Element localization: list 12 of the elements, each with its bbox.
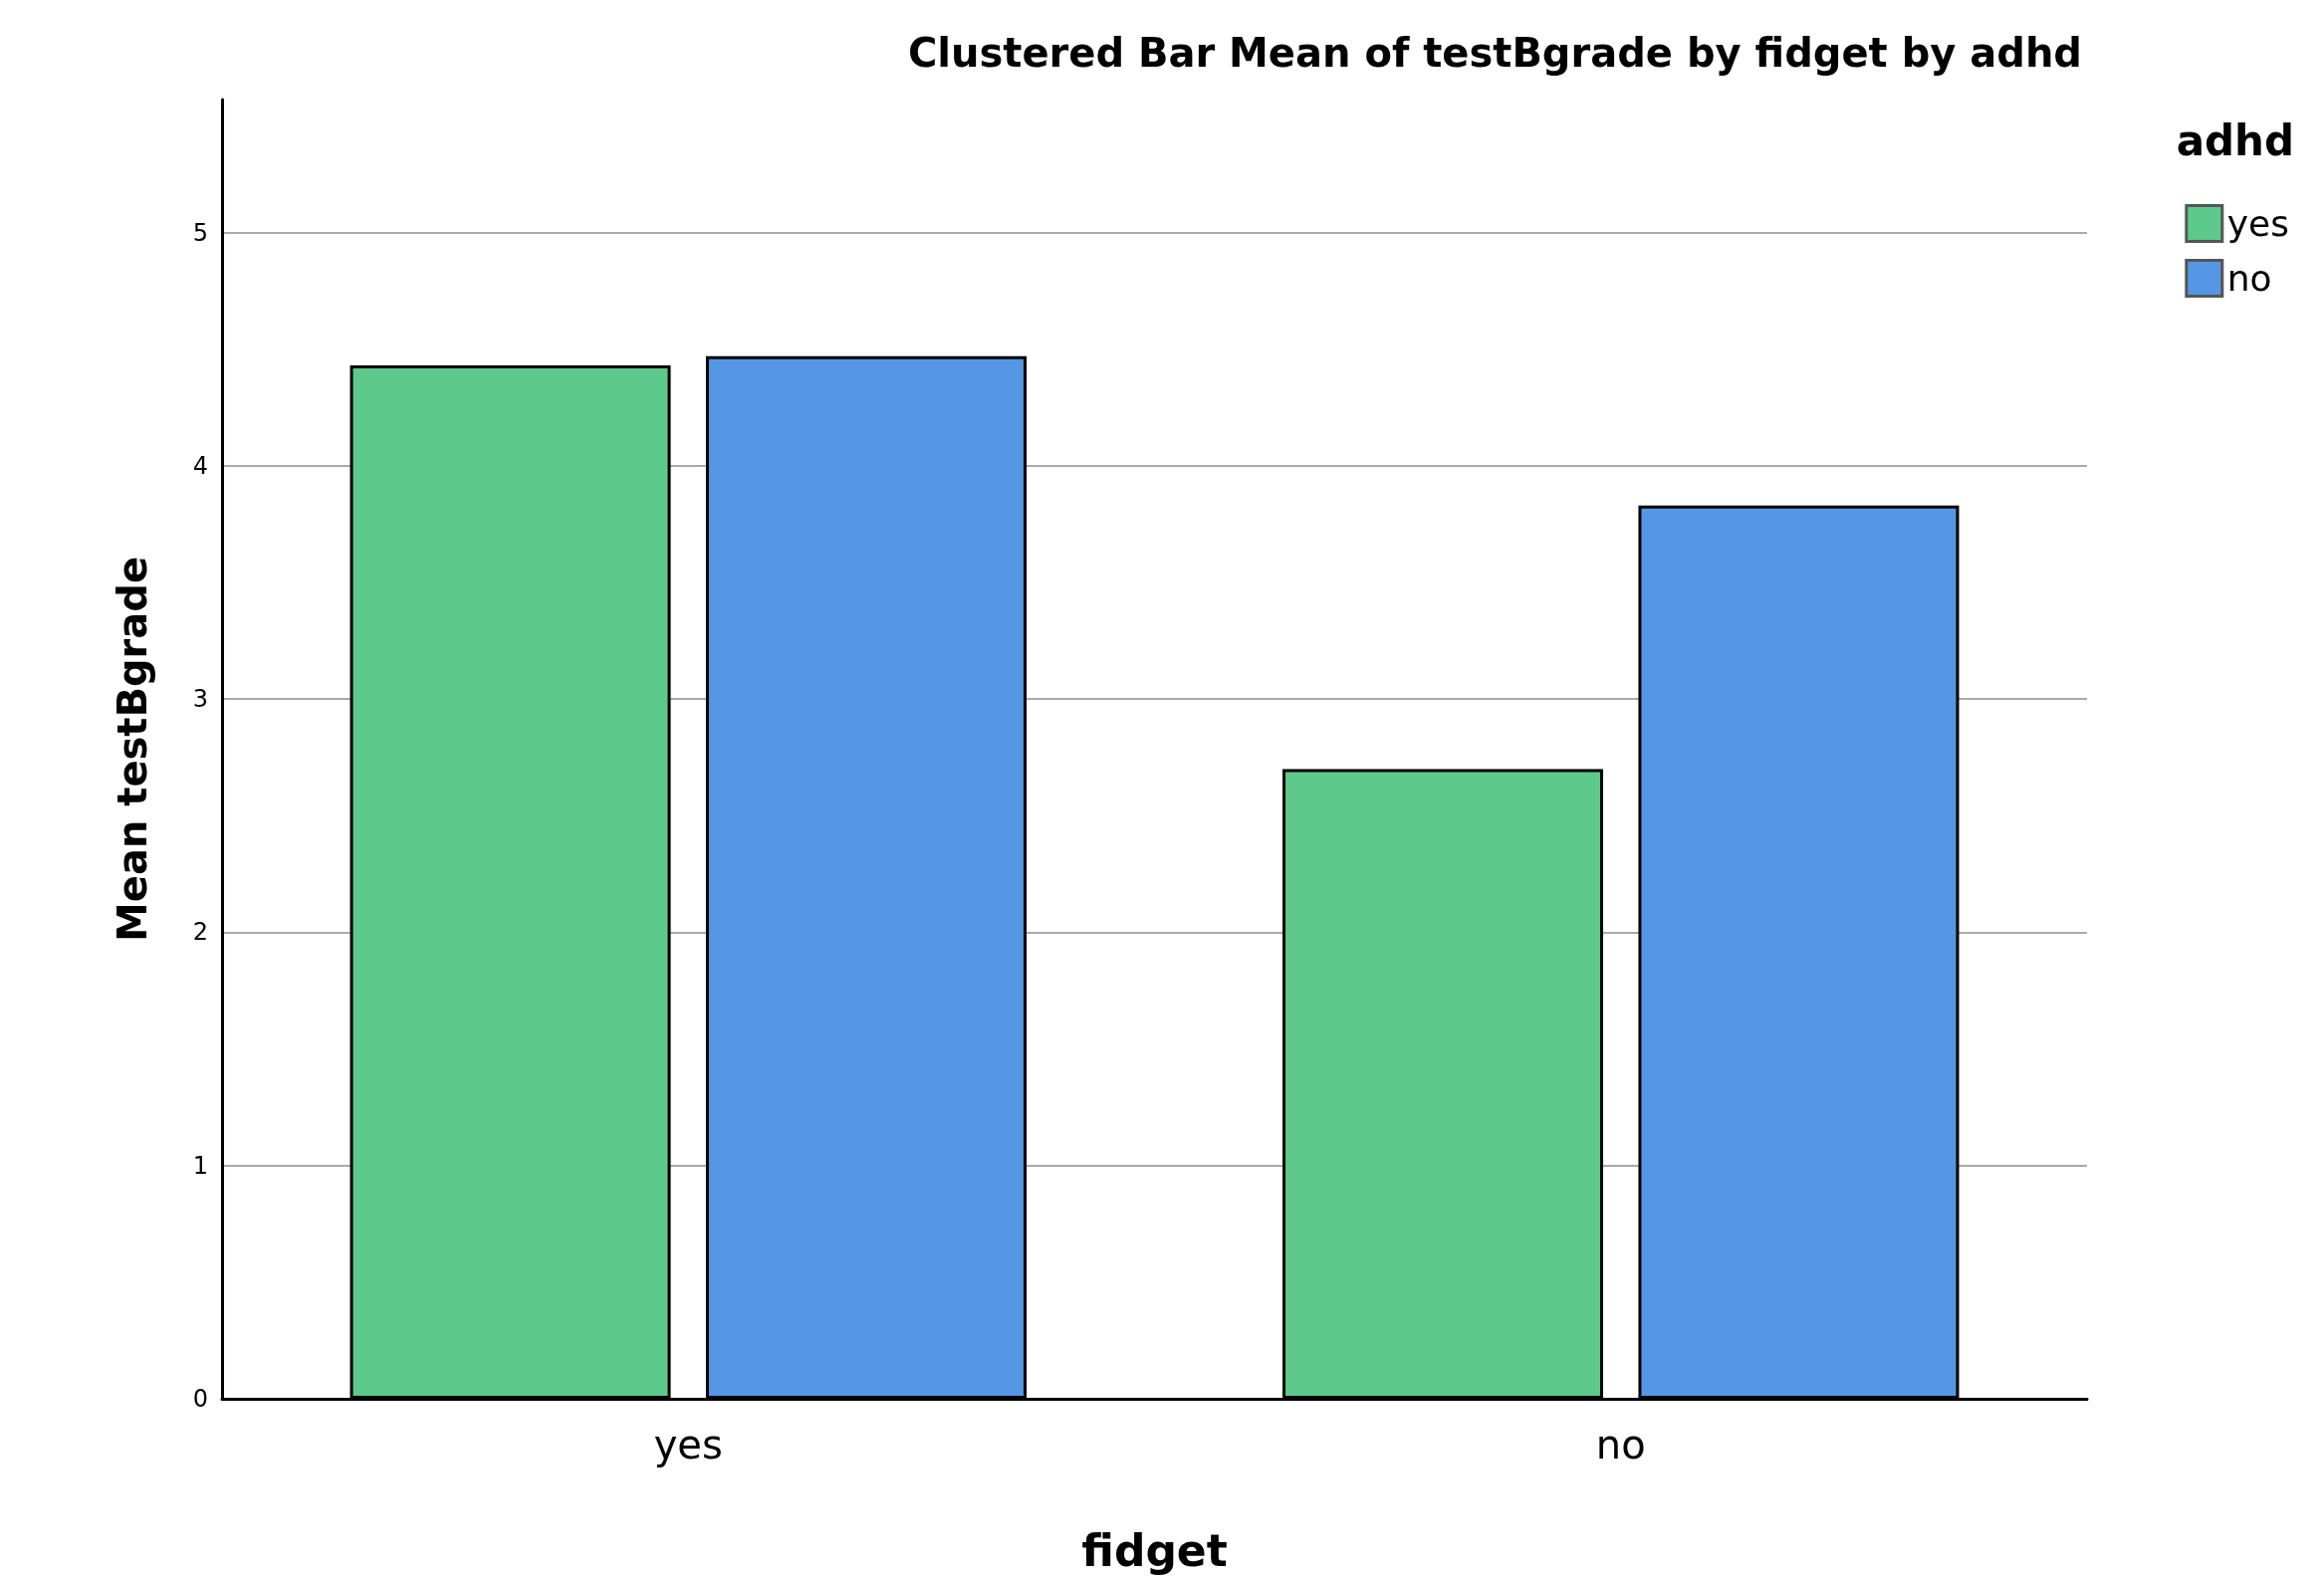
y-tick-label: 2 <box>192 918 208 947</box>
y-tick-label: 1 <box>192 1151 208 1180</box>
y-axis-title: Mean testBgrade <box>110 556 155 943</box>
legend-title: adhd <box>2176 115 2294 165</box>
legend-label: yes <box>2226 203 2290 244</box>
y-tick-label: 5 <box>192 218 208 247</box>
chart-title: Clustered Bar Mean of testBgrade by fidget by adhd <box>907 30 2083 76</box>
y-tick-label: 4 <box>192 451 208 480</box>
y-tick-label: 3 <box>192 685 208 714</box>
legend-label: no <box>2226 258 2272 299</box>
x-axis-title: fidget <box>1081 1524 1228 1576</box>
y-tick-label: 0 <box>192 1385 208 1413</box>
